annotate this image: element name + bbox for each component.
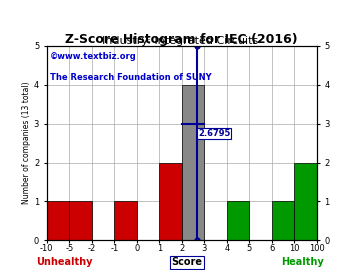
Bar	[272, 201, 294, 240]
Bar	[182, 85, 204, 240]
Title: Z-Score Histogram for IEC (2016): Z-Score Histogram for IEC (2016)	[66, 33, 298, 46]
Text: The Research Foundation of SUNY: The Research Foundation of SUNY	[50, 73, 211, 82]
Bar	[69, 201, 92, 240]
Text: Healthy: Healthy	[281, 257, 324, 267]
Bar	[47, 201, 69, 240]
Text: Score: Score	[172, 257, 203, 267]
Bar	[227, 201, 249, 240]
Y-axis label: Number of companies (13 total): Number of companies (13 total)	[22, 82, 31, 204]
Bar	[159, 163, 182, 240]
Bar	[294, 163, 317, 240]
Text: Unhealthy: Unhealthy	[37, 257, 93, 267]
Text: 2.6795: 2.6795	[198, 129, 231, 138]
Bar	[114, 201, 137, 240]
Text: ©www.textbiz.org: ©www.textbiz.org	[50, 52, 136, 61]
Text: Industry: Integrated Circuits: Industry: Integrated Circuits	[102, 36, 258, 46]
